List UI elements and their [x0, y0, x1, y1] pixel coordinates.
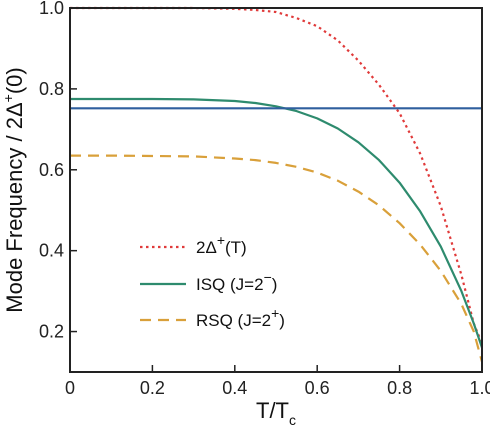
legend: 2Δ+(T) ISQ (J=2−) RSQ (J=2+) — [140, 232, 285, 330]
y-tick-label-3: 0.8 — [39, 79, 64, 99]
series-layer — [70, 6, 484, 363]
legend-label-1: ISQ (J=2−) — [196, 269, 277, 294]
y-tick-label-1: 0.4 — [39, 241, 64, 261]
x-tick-label-5: 1.0 — [469, 378, 490, 398]
y-axis-title: Mode Frequency / 2Δ+(0) — [0, 67, 27, 312]
frame-layer — [69, 7, 483, 373]
plot-frame — [69, 7, 483, 373]
series-line-1 — [70, 97, 484, 349]
y-tick-label-0: 0.2 — [39, 322, 64, 342]
y-tick-label-2: 0.6 — [39, 160, 64, 180]
series-line-2 — [70, 154, 484, 363]
x-axis-title: T/Tc — [256, 398, 296, 428]
x-tick-label-3: 0.6 — [305, 378, 330, 398]
y-tick-label-4: 1.0 — [39, 0, 64, 18]
legend-label-2: RSQ (J=2+) — [196, 305, 285, 330]
x-tick-label-4: 0.8 — [387, 378, 412, 398]
x-tick-label-0: 0 — [65, 378, 75, 398]
x-tick-label-2: 0.4 — [222, 378, 247, 398]
x-tick-label-1: 0.2 — [140, 378, 165, 398]
legend-label-0: 2Δ+(T) — [196, 232, 247, 257]
